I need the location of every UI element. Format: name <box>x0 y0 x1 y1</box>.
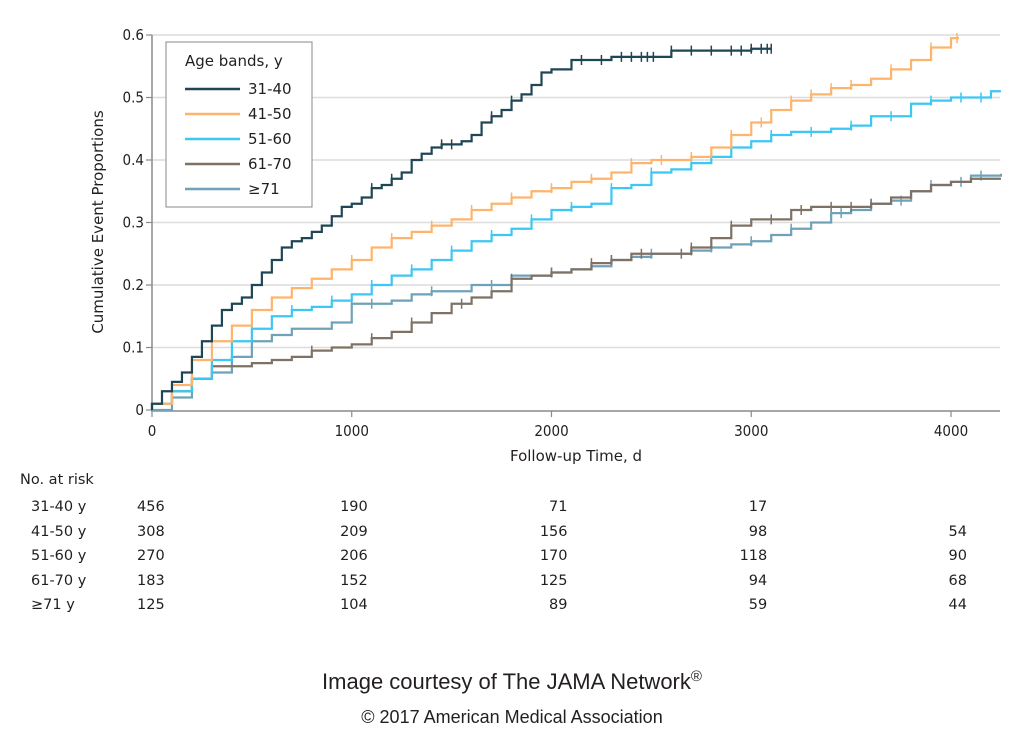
risk-value: 209 <box>340 523 368 540</box>
y-tick-label: 0.3 <box>123 214 144 232</box>
risk-value: 206 <box>340 548 368 564</box>
legend-title: Age bands, y <box>185 52 283 70</box>
risk-value: 308 <box>137 523 165 540</box>
x-tick-label: 2000 <box>534 422 568 440</box>
risk-value: 125 <box>137 597 165 613</box>
risk-table-row: 31-40 y 456 190 71 17 <box>0 499 1024 519</box>
risk-value: 156 <box>539 523 568 540</box>
registered-mark: ® <box>690 668 702 685</box>
image-credit: Image courtesy of The JAMA Network® <box>0 668 1024 695</box>
risk-value: 94 <box>748 572 768 589</box>
risk-value: 68 <box>948 572 967 589</box>
legend-label: 61-70 <box>248 155 292 173</box>
risk-value: 98 <box>748 523 768 540</box>
risk-value: 118 <box>739 548 768 564</box>
copyright-notice: © 2017 American Medical Association <box>361 707 663 727</box>
x-tick-label: 3000 <box>734 422 768 440</box>
risk-value: 59 <box>748 597 768 613</box>
risk-value: 152 <box>340 572 368 589</box>
curve-line <box>150 90 1001 410</box>
y-ticks: 0 0.1 0.2 0.3 0.4 0.5 0.6 <box>123 26 152 419</box>
legend-label: 51-60 <box>248 130 292 148</box>
risk-row-label: 61-70 y <box>31 572 87 589</box>
y-tick-label: 0.4 <box>123 151 144 169</box>
curve-line <box>152 173 1003 412</box>
legend-box <box>165 41 313 208</box>
risk-row-label: 51-60 y <box>31 548 87 564</box>
legend-label: 31-40 <box>248 80 292 98</box>
risk-value: 183 <box>137 572 165 589</box>
risk-value: 190 <box>340 499 368 515</box>
x-ticks: 0 1000 2000 3000 4000 <box>148 411 968 440</box>
risk-value: 270 <box>137 548 165 564</box>
risk-value: 104 <box>340 597 368 613</box>
risk-table-row: 41-50 y 308 209 156 98 54 <box>0 524 1024 544</box>
x-tick-label: 4000 <box>934 422 968 440</box>
risk-value: 456 <box>137 499 165 515</box>
risk-table-row: 61-70 y 183 152 125 94 68 <box>0 573 1024 593</box>
risk-value: 90 <box>948 548 967 564</box>
risk-value: 125 <box>539 572 568 589</box>
series-41-50 <box>150 33 959 410</box>
risk-value: 71 <box>549 499 568 515</box>
cumulative-incidence-chart: 0 0.1 0.2 0.3 0.4 0.5 0.6 0 1000 2000 3000 4000 Cu… <box>89 26 1003 465</box>
risk-row-label: 41-50 y <box>31 523 87 540</box>
risk-value: 89 <box>549 597 568 613</box>
y-tick-label: 0.1 <box>123 339 144 357</box>
risk-value: 44 <box>948 597 967 613</box>
series-31-40 <box>150 43 772 410</box>
legend-items: 31-40 41-50 51-60 61-70 ≥71 <box>185 80 292 198</box>
risk-value: 54 <box>948 523 967 540</box>
y-axis-title: Cumulative Event Proportions <box>89 110 107 334</box>
image-credit-text: Image courtesy of The JAMA Network <box>322 669 691 694</box>
curve-line <box>150 177 1001 410</box>
y-tick-label: 0.5 <box>123 89 144 107</box>
x-tick-label: 1000 <box>335 422 369 440</box>
risk-table-title: No. at risk <box>20 472 94 488</box>
y-tick-label: 0.6 <box>123 26 144 44</box>
legend-label: 41-50 <box>248 105 292 123</box>
risk-value: 170 <box>539 548 568 564</box>
y-tick-label: 0.2 <box>123 276 144 294</box>
legend-label: ≥71 <box>248 180 280 198</box>
series-61-70 <box>150 177 1001 410</box>
x-axis-title: Follow-up Time, d <box>510 447 642 465</box>
x-tick-label: 0 <box>148 422 157 440</box>
risk-value: 17 <box>748 499 768 515</box>
risk-row-label: 31-40 y <box>31 499 87 515</box>
series-group <box>150 33 1003 412</box>
legend: Age bands, y 31-40 41-50 51-60 61-70 ≥71 <box>165 41 313 208</box>
risk-table-row: ≥71 y 125 104 89 59 44 <box>0 597 1024 617</box>
y-tick-label: 0 <box>135 401 144 419</box>
risk-table-row: 51-60 y 270 206 170 118 90 <box>0 548 1024 568</box>
risk-row-label: ≥71 y <box>31 597 75 613</box>
